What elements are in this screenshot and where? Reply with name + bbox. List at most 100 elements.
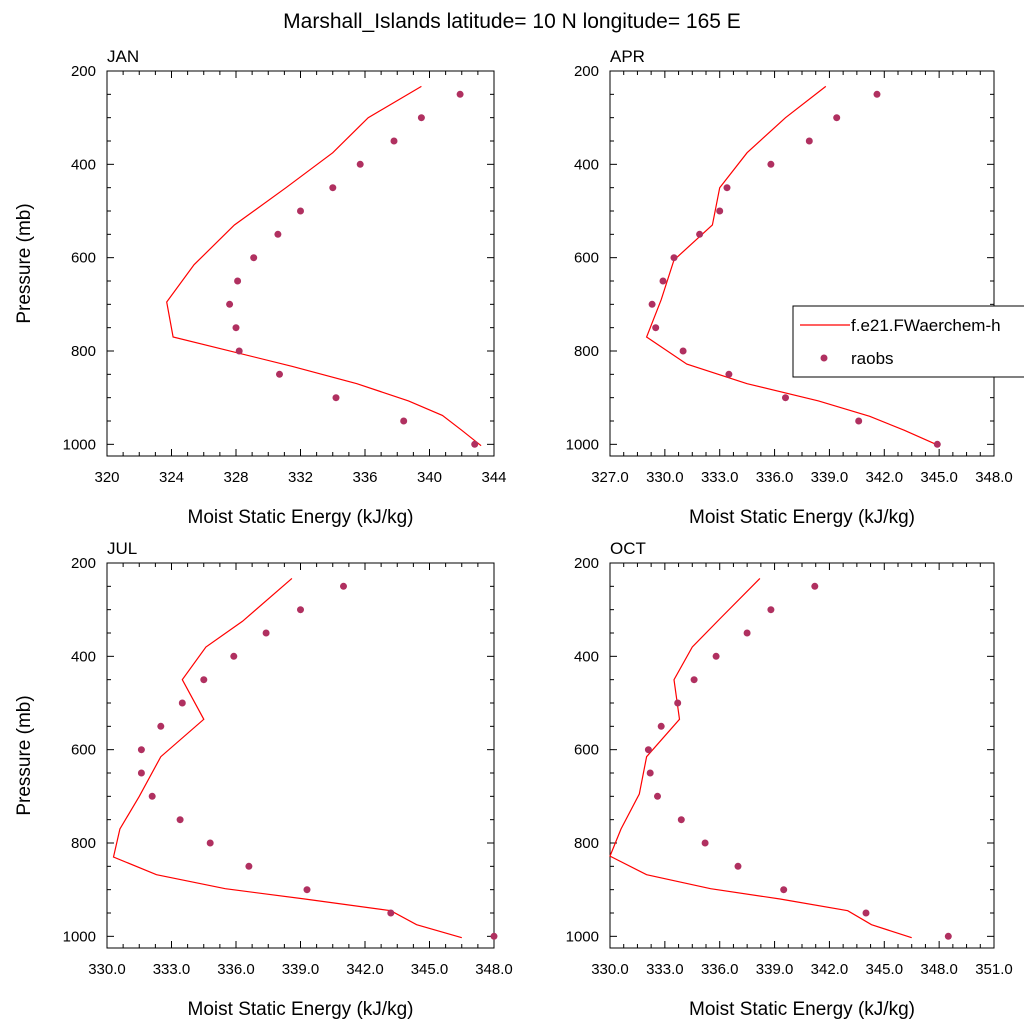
legend: f.e21.FWaerchem-h raobs <box>792 305 1024 378</box>
obs-marker <box>811 582 819 590</box>
obs-marker <box>805 137 813 145</box>
x-tick-label: 351.0 <box>975 961 1013 978</box>
y-tick-label: 400 <box>71 156 96 173</box>
panel-title: JAN <box>107 47 139 66</box>
panel-title: OCT <box>610 539 646 558</box>
plot-frame <box>609 70 995 457</box>
model-profile-line <box>112 577 462 939</box>
obs-marker <box>137 769 145 777</box>
obs-marker <box>490 932 498 940</box>
y-tick-label: 1000 <box>63 436 96 453</box>
obs-marker <box>230 652 238 660</box>
obs-marker <box>873 90 881 98</box>
y-tick-label: 200 <box>574 63 599 80</box>
x-tick-label: 339.0 <box>756 961 794 978</box>
model-profile-line <box>609 577 912 939</box>
obs-marker <box>178 699 186 707</box>
obs-marker <box>644 746 652 754</box>
obs-marker <box>456 90 464 98</box>
y-tick-label: 200 <box>574 555 599 572</box>
figure-title: Marshall_Islands latitude= 10 N longitud… <box>283 10 741 33</box>
panel-title: JUL <box>107 539 137 558</box>
legend-box <box>792 305 1024 378</box>
model-profile-line <box>166 85 482 447</box>
panel-title: APR <box>610 47 645 66</box>
x-tick-label: 336.0 <box>217 961 255 978</box>
chart-panel-apr: APR 327.0 330.0 333.0 336.0 339.0 342.0 345.0 34… <box>566 47 1013 528</box>
plot-frame <box>106 562 495 949</box>
x-tick-label: 336 <box>352 469 377 486</box>
obs-marker <box>417 114 425 122</box>
obs-marker <box>276 370 283 378</box>
obs-marker <box>176 816 184 824</box>
obs-marker <box>297 207 304 215</box>
obs-marker <box>400 417 408 425</box>
x-tick-label: 339.0 <box>811 469 849 486</box>
model-profile-line <box>645 85 940 447</box>
y-tick-label: 600 <box>71 250 96 267</box>
obs-marker <box>390 137 398 145</box>
x-tick-label: 333.0 <box>153 961 191 978</box>
obs-marker <box>648 300 656 308</box>
obs-marker <box>652 324 660 332</box>
y-tick-label: 1000 <box>566 928 599 945</box>
chart-panel-jul: JUL 330.0 333.0 336.0 339.0 342.0 345.0 348.0 20… <box>14 539 513 1020</box>
chart-panel-oct: OCT 330.0 333.0 336.0 339.0 342.0 345.0 348.0 35… <box>566 539 1013 1020</box>
obs-marker <box>679 347 687 355</box>
y-tick-label: 800 <box>71 343 96 360</box>
y-axis-title: Pressure (mb) <box>14 203 35 323</box>
obs-marker <box>712 652 720 660</box>
obs-marker <box>782 394 789 402</box>
x-tick-label: 330.0 <box>646 469 684 486</box>
obs-marker <box>734 862 742 870</box>
x-axis-title: Moist Static Energy (kJ/kg) <box>188 507 414 528</box>
x-tick-label: 339.0 <box>282 961 320 978</box>
x-tick-label: 348.0 <box>975 469 1013 486</box>
obs-marker <box>701 839 709 847</box>
y-tick-label: 1000 <box>63 928 96 945</box>
obs-marker <box>855 417 863 425</box>
obs-marker <box>206 839 214 847</box>
legend-obs-marker-swatch <box>820 354 828 362</box>
obs-marker <box>646 769 654 777</box>
obs-marker <box>659 277 667 285</box>
x-tick-label: 342.0 <box>346 961 384 978</box>
obs-marker <box>723 184 731 192</box>
obs-marker <box>833 114 841 122</box>
x-tick-label: 327.0 <box>591 469 629 486</box>
obs-marker <box>725 370 733 378</box>
x-axis-title: Moist Static Energy (kJ/kg) <box>188 999 414 1020</box>
x-tick-label: 342.0 <box>811 961 849 978</box>
y-tick-label: 600 <box>574 250 599 267</box>
y-tick-label: 600 <box>574 742 599 759</box>
y-tick-label: 400 <box>71 648 96 665</box>
y-tick-label: 200 <box>71 555 96 572</box>
x-tick-label: 340 <box>417 469 442 486</box>
obs-marker <box>329 184 337 192</box>
x-tick-label: 345.0 <box>920 469 958 486</box>
obs-marker <box>654 792 661 800</box>
x-tick-label: 332 <box>288 469 313 486</box>
x-tick-label: 344 <box>481 469 506 486</box>
obs-marker <box>274 230 282 238</box>
y-tick-label: 1000 <box>566 436 599 453</box>
obs-marker <box>767 606 775 614</box>
panels-group: JAN 320 324 328 332 336 340 344 200 400 600 800 1000… <box>14 47 1013 1020</box>
x-axis-title: Moist Static Energy (kJ/kg) <box>689 507 915 528</box>
x-tick-label: 333.0 <box>701 469 739 486</box>
obs-marker <box>944 932 952 940</box>
plot-frame <box>609 562 995 949</box>
x-tick-label: 328 <box>223 469 248 486</box>
x-tick-label: 336.0 <box>756 469 794 486</box>
x-tick-label: 348.0 <box>920 961 958 978</box>
x-tick-label: 342.0 <box>866 469 904 486</box>
obs-marker <box>387 909 395 917</box>
obs-marker <box>670 254 678 262</box>
x-tick-label: 345.0 <box>866 961 904 978</box>
obs-marker <box>232 324 240 332</box>
obs-marker <box>356 160 364 168</box>
obs-marker <box>303 886 311 894</box>
x-tick-label: 336.0 <box>701 961 739 978</box>
obs-marker <box>690 676 698 684</box>
